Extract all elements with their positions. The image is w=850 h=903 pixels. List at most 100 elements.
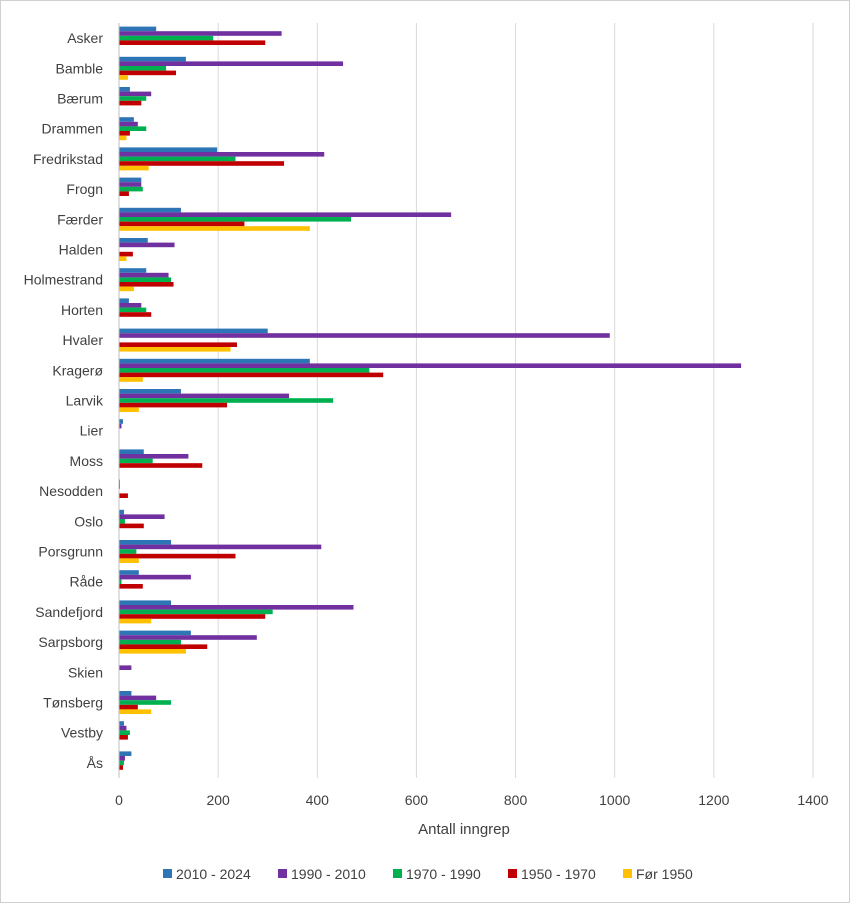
bars	[119, 26, 742, 770]
legend-swatch	[278, 869, 287, 878]
bar-horten-0	[119, 298, 129, 303]
bar-fredrikstad-3	[119, 161, 285, 166]
bar-kragerø-0	[119, 358, 310, 364]
category-label: Oslo	[74, 513, 103, 529]
bar-sandefjord-4	[119, 618, 152, 624]
bar-vestby-1	[119, 725, 127, 731]
category-labels: Asker Bamble Bærum Drammen Fredrikstad Frogn F…	[24, 30, 104, 771]
category-label: Larvik	[66, 393, 104, 409]
x-tick-label: 200	[206, 792, 230, 808]
bar-kragerø-3	[119, 372, 384, 378]
bar-vestby-3	[119, 735, 128, 740]
bar-færder-3	[119, 221, 245, 227]
bar-bærum-2	[119, 96, 147, 101]
bar-lier-0	[119, 419, 123, 424]
bar-halden-0	[119, 238, 148, 243]
bar-færder-2	[119, 217, 351, 222]
bar-lier-1	[119, 423, 122, 429]
bar-bamble-1	[119, 61, 344, 66]
bar-oslo-1	[119, 514, 165, 519]
bar-kragerø-1	[119, 363, 742, 368]
bar-bærum-3	[119, 100, 142, 106]
category-label: Sandefjord	[35, 604, 103, 620]
bar-frogn-2	[119, 186, 143, 192]
category-label: Bamble	[56, 60, 104, 76]
bar-hvaler-0	[119, 328, 268, 334]
bar-hvaler-3	[119, 342, 237, 347]
bar-moss-0	[119, 449, 144, 454]
bar-fredrikstad-0	[119, 147, 218, 152]
category-label: Tønsberg	[43, 695, 103, 711]
category-label: Sarpsborg	[38, 634, 103, 650]
bar-asker-1	[119, 31, 282, 36]
x-tick-label: 1200	[698, 792, 729, 808]
bar-drammen-0	[119, 117, 134, 122]
category-label: Halden	[59, 242, 103, 258]
bar-tønsberg-1	[119, 695, 157, 701]
bar-bamble-2	[119, 66, 167, 71]
bar-oslo-2	[119, 519, 125, 524]
bar-porsgrunn-1	[119, 544, 322, 550]
legend-swatch	[508, 869, 517, 878]
bar-sarpsborg-0	[119, 630, 191, 636]
bar-vestby-2	[119, 730, 130, 735]
bar-oslo-3	[119, 523, 144, 529]
bar-moss-3	[119, 463, 203, 468]
category-label: Holmestrand	[24, 272, 103, 288]
bar-horten-3	[119, 312, 152, 317]
legend: 2010 - 2024 1990 - 2010 1970 - 1990 1950 - …	[163, 866, 693, 882]
bar-råde-3	[119, 584, 143, 589]
bar-halden-3	[119, 251, 133, 257]
bar-skien-1	[119, 665, 132, 670]
category-label: Drammen	[42, 121, 103, 137]
bar-tønsberg-3	[119, 704, 138, 710]
bar-fredrikstad-2	[119, 156, 236, 162]
bar-råde-0	[119, 570, 139, 575]
bar-bamble-0	[119, 56, 186, 62]
bar-ås-0	[119, 751, 132, 756]
category-label: Nesodden	[39, 483, 103, 499]
bar-moss-2	[119, 458, 153, 464]
bar-færder-4	[119, 226, 310, 231]
bar-asker-2	[119, 35, 214, 41]
bar-sandefjord-2	[119, 609, 273, 615]
category-label: Ås	[87, 755, 103, 771]
bar-halden-1	[119, 242, 175, 248]
bar-larvik-0	[119, 389, 181, 394]
bar-ås-2	[119, 760, 124, 766]
bar-tønsberg-4	[119, 709, 152, 714]
bar-larvik-3	[119, 402, 228, 408]
x-tick-label: 0	[115, 792, 123, 808]
bar-bærum-0	[119, 87, 130, 92]
bar-asker-0	[119, 26, 157, 32]
bar-tønsberg-0	[119, 691, 132, 696]
bar-ås-1	[119, 756, 125, 761]
bar-holmestrand-3	[119, 282, 174, 287]
bar-holmestrand-1	[119, 272, 169, 278]
bar-kragerø-4	[119, 377, 143, 382]
bar-porsgrunn-4	[119, 558, 139, 563]
category-label: Fredrikstad	[33, 151, 103, 167]
bar-frogn-0	[119, 177, 142, 183]
bar-halden-4	[119, 256, 127, 261]
x-tick-label: 400	[306, 792, 330, 808]
bar-råde-1	[119, 574, 191, 580]
bar-drammen-1	[119, 121, 138, 127]
bar-råde-2	[119, 579, 122, 584]
bar-bærum-1	[119, 91, 152, 97]
bar-sarpsborg-2	[119, 639, 181, 645]
bar-fredrikstad-4	[119, 165, 149, 171]
bar-porsgrunn-2	[119, 549, 137, 554]
bar-larvik-2	[119, 398, 334, 403]
bar-hvaler-4	[119, 347, 231, 352]
category-label: Porsgrunn	[38, 544, 103, 560]
legend-swatch	[163, 869, 172, 878]
bar-kragerø-2	[119, 368, 370, 373]
category-label: Lier	[80, 423, 104, 439]
category-label: Hvaler	[63, 332, 104, 348]
bar-holmestrand-2	[119, 277, 172, 282]
bar-larvik-4	[119, 407, 139, 412]
bar-sandefjord-1	[119, 605, 354, 610]
category-label: Skien	[68, 664, 103, 680]
